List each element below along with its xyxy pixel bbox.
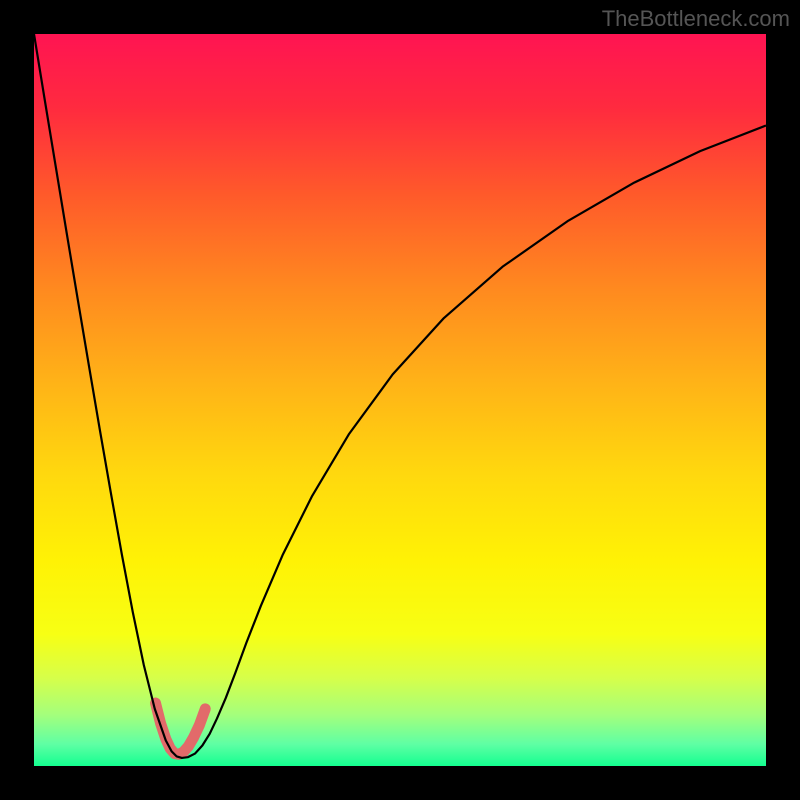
watermark-text: TheBottleneck.com bbox=[602, 6, 790, 32]
plot-frame bbox=[34, 34, 766, 766]
chart-container: TheBottleneck.com bbox=[0, 0, 800, 800]
plot-area bbox=[34, 34, 766, 766]
gradient-background bbox=[34, 34, 766, 766]
curve-svg bbox=[34, 34, 766, 766]
